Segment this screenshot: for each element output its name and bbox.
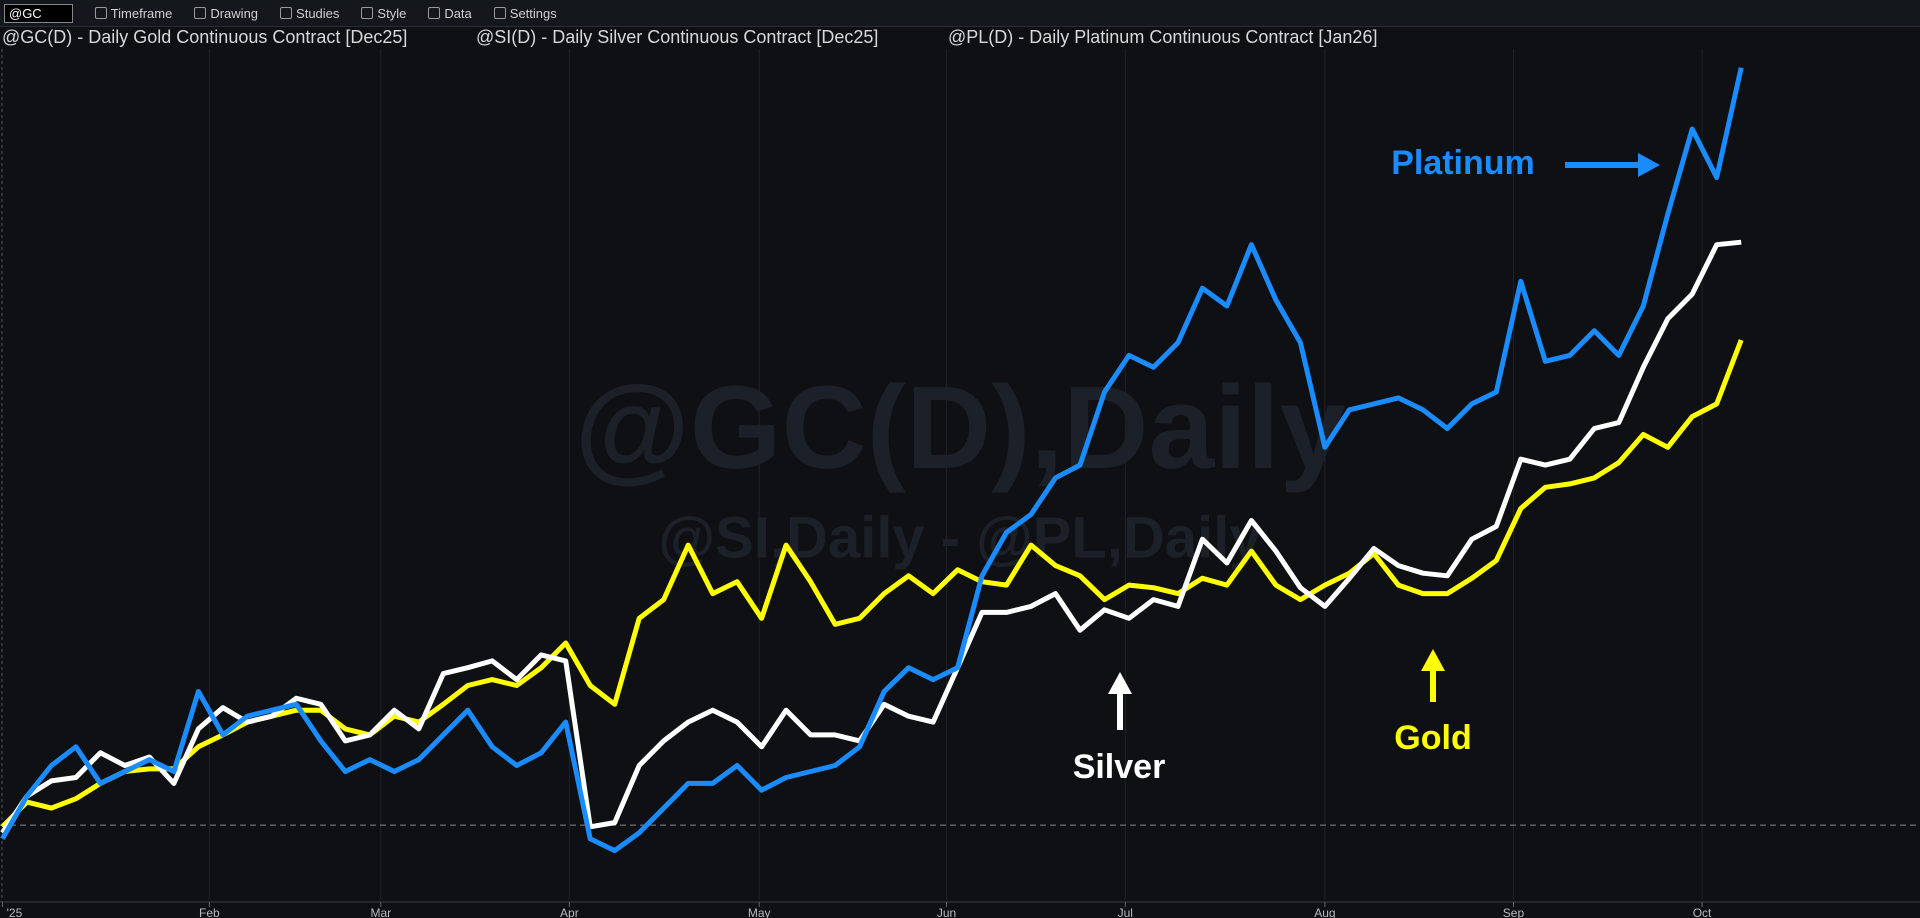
x-tick-label: May bbox=[748, 906, 771, 918]
x-tick-label: Apr bbox=[560, 906, 579, 918]
toolbar-button[interactable]: Drawing bbox=[194, 6, 258, 21]
toolbar-button[interactable]: Style bbox=[361, 6, 406, 21]
annotation: Platinum bbox=[1391, 144, 1535, 182]
annotation: Silver bbox=[1073, 748, 1166, 786]
watermark: @SI,Daily - @PL,Daily bbox=[658, 505, 1261, 570]
x-tick-label: Aug bbox=[1314, 906, 1335, 918]
x-tick-label: Sep bbox=[1503, 906, 1525, 918]
x-tick-label: Jul bbox=[1118, 906, 1133, 918]
toolbar: @GC Timeframe Drawing Studies Style Data… bbox=[0, 0, 1920, 27]
legend-entry: @PL(D) - Daily Platinum Continuous Contr… bbox=[948, 27, 1377, 47]
watermark: @GC(D),Daily bbox=[575, 362, 1346, 494]
toolbar-button[interactable]: Studies bbox=[280, 6, 339, 21]
x-tick-label: Feb bbox=[199, 906, 220, 918]
annotation-arrowhead bbox=[1108, 672, 1132, 694]
annotation: Gold bbox=[1394, 719, 1471, 757]
legend-entry: @GC(D) - Daily Gold Continuous Contract … bbox=[2, 27, 407, 47]
toolbar-button[interactable]: Timeframe bbox=[95, 6, 173, 21]
x-tick-label: Mar bbox=[370, 906, 391, 918]
legend-entry: @SI(D) - Daily Silver Continuous Contrac… bbox=[476, 27, 878, 47]
x-tick-label: Jun bbox=[937, 906, 956, 918]
toolbar-button[interactable]: Data bbox=[428, 6, 471, 21]
series-line bbox=[0, 67, 1744, 854]
x-tick-label: '25 bbox=[7, 906, 23, 918]
annotation-arrowhead bbox=[1421, 649, 1445, 671]
series-line bbox=[0, 339, 1744, 829]
symbol-box[interactable]: @GC bbox=[4, 3, 73, 23]
toolbar-button[interactable]: Settings bbox=[494, 6, 557, 21]
x-tick-label: Oct bbox=[1693, 906, 1712, 918]
chart: @GC(D),Daily @SI,Daily - @PL,Daily @GC(D… bbox=[0, 27, 1920, 918]
annotation-arrowhead bbox=[1638, 153, 1660, 177]
